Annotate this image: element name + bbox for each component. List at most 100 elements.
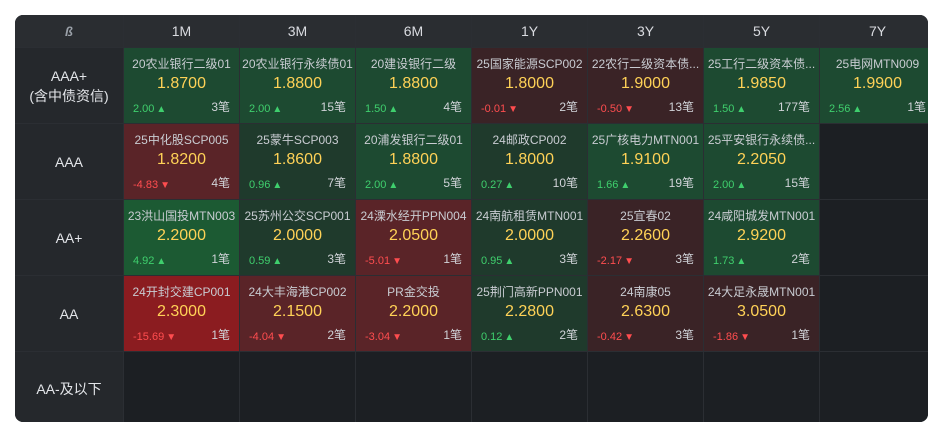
bond-name: 23洪山国投MTN003 [127, 209, 236, 223]
column-header-5Y[interactable]: 5Y [704, 15, 819, 47]
bond-cell[interactable]: 25苏州公交SCP001 2.0000 0.59 ▲ 3笔 [240, 200, 355, 275]
trade-count: 1笔 [211, 252, 230, 266]
trade-count: 1笔 [443, 252, 462, 266]
yield-change-value: -5.01 [365, 255, 391, 267]
bond-name: 20建设银行二级 [370, 57, 457, 71]
bond-name: PR金交投 [387, 285, 440, 299]
bond-cell[interactable]: 25平安银行永续债... 2.2050 2.00 ▲ 15笔 [704, 124, 819, 199]
yield-change: 4.92 ▲ [133, 255, 166, 267]
bond-yield: 1.8600 [273, 151, 322, 168]
yield-change: -2.17 ▼ [597, 255, 634, 267]
bond-cell[interactable]: 25荆门高新PPN001 2.2800 0.12 ▲ 2笔 [472, 276, 587, 351]
yield-change: 0.27 ▲ [481, 179, 514, 191]
yield-change-value: 0.95 [481, 255, 503, 267]
arrow-up-icon: ▲ [504, 256, 515, 267]
row-label-line: AAA+ [50, 67, 88, 84]
bond-name: 24南康05 [620, 285, 671, 299]
yield-change: 0.12 ▲ [481, 331, 514, 343]
bond-cell[interactable]: 25广核电力MTN001 1.9100 1.66 ▲ 19笔 [588, 124, 703, 199]
yield-change-value: -1.86 [713, 331, 739, 343]
bond-name: 20农业银行二级01 [132, 57, 231, 71]
bond-cell[interactable]: 23洪山国投MTN003 2.2000 4.92 ▲ 1笔 [124, 200, 239, 275]
arrow-up-icon: ▲ [388, 104, 399, 115]
bond-yield: 2.0000 [273, 227, 322, 244]
bond-name: 25宜春02 [620, 209, 671, 223]
bond-yield: 1.9850 [737, 75, 786, 92]
yield-change-value: 4.92 [133, 255, 155, 267]
yield-change: -0.01 ▼ [481, 103, 518, 115]
yield-change-value: 1.50 [365, 103, 387, 115]
bond-yield: 2.0500 [389, 227, 438, 244]
bond-cell[interactable]: 20农业银行二级01 1.8700 2.00 ▲ 3笔 [124, 48, 239, 123]
bond-yield: 2.3000 [157, 303, 206, 320]
bond-cell[interactable]: 25宜春02 2.2600 -2.17 ▼ 3笔 [588, 200, 703, 275]
trade-count: 3笔 [327, 252, 346, 266]
bond-name: 20农业银行永续债01 [242, 57, 353, 71]
yield-change-value: 1.73 [713, 255, 735, 267]
column-header-1Y[interactable]: 1Y [472, 15, 587, 47]
row-label-line: AA [59, 305, 79, 322]
yield-change-value: 2.00 [249, 103, 271, 115]
bond-cell[interactable]: 24邮政CP002 1.8000 0.27 ▲ 10笔 [472, 124, 587, 199]
bond-cell[interactable]: 22农行二级资本债... 1.9000 -0.50 ▼ 13笔 [588, 48, 703, 123]
arrow-up-icon: ▲ [156, 104, 167, 115]
column-header-3Y[interactable]: 3Y [588, 15, 703, 47]
yield-change: -0.50 ▼ [597, 103, 634, 115]
yield-change: 2.00 ▲ [133, 103, 166, 115]
row-label-line: AA-及以下 [36, 381, 102, 397]
yield-change: 1.50 ▲ [365, 103, 398, 115]
bond-cell[interactable]: 24溧水经开PPN004 2.0500 -5.01 ▼ 1笔 [356, 200, 471, 275]
bond-yield: 2.9200 [737, 227, 786, 244]
arrow-down-icon: ▼ [276, 332, 286, 343]
yield-change-value: 0.59 [249, 255, 271, 267]
trade-count: 2笔 [559, 328, 578, 342]
bond-cell[interactable]: 24大足永晟MTN001 3.0500 -1.86 ▼ 1笔 [704, 276, 819, 351]
bond-cell[interactable]: 25蒙牛SCP003 1.8600 0.96 ▲ 7笔 [240, 124, 355, 199]
bond-yield: 2.2800 [505, 303, 554, 320]
bond-cell[interactable]: 20建设银行二级 1.8800 1.50 ▲ 4笔 [356, 48, 471, 123]
bond-cell[interactable]: 20浦发银行二级01 1.8800 2.00 ▲ 5笔 [356, 124, 471, 199]
bond-cell[interactable]: PR金交投 2.2000 -3.04 ▼ 1笔 [356, 276, 471, 351]
arrow-up-icon: ▲ [388, 180, 399, 191]
empty-cell [472, 352, 587, 422]
column-header-1M[interactable]: 1M [124, 15, 239, 47]
empty-cell [240, 352, 355, 422]
yield-change-value: -4.83 [133, 179, 159, 191]
yield-change: -15.69 ▼ [133, 331, 176, 343]
column-header-7Y[interactable]: 7Y [820, 15, 928, 47]
arrow-down-icon: ▼ [624, 256, 634, 267]
yield-change-value: -0.50 [597, 103, 623, 115]
bond-yield-matrix: ß 1M 3M 6M 1Y 3Y 5Y 7Y AAA+ (含中债资信) 20农业银行二级01 1.87… [15, 15, 928, 422]
bond-cell[interactable]: 25中化股SCP005 1.8200 -4.83 ▼ 4笔 [124, 124, 239, 199]
arrow-up-icon: ▲ [272, 180, 283, 191]
empty-cell [820, 352, 928, 422]
bond-name: 24溧水经开PPN004 [360, 209, 467, 223]
bond-cell[interactable]: 24开封交建CP001 2.3000 -15.69 ▼ 1笔 [124, 276, 239, 351]
bond-yield: 1.8700 [157, 75, 206, 92]
arrow-up-icon: ▲ [736, 180, 747, 191]
bond-yield: 1.9000 [621, 75, 670, 92]
bond-cell[interactable]: 25电网MTN009 1.9900 2.56 ▲ 1笔 [820, 48, 928, 123]
bond-cell[interactable]: 20农业银行永续债01 1.8800 2.00 ▲ 15笔 [240, 48, 355, 123]
arrow-up-icon: ▲ [736, 104, 747, 115]
bond-cell[interactable]: 24咸阳城发MTN001 2.9200 1.73 ▲ 2笔 [704, 200, 819, 275]
bond-cell[interactable]: 25国家能源SCP002 1.8000 -0.01 ▼ 2笔 [472, 48, 587, 123]
column-header-6M[interactable]: 6M [356, 15, 471, 47]
arrow-up-icon: ▲ [504, 180, 515, 191]
bond-name: 24邮政CP002 [492, 133, 567, 147]
yield-change: 0.95 ▲ [481, 255, 514, 267]
bond-cell[interactable]: 25工行二级资本债... 1.9850 1.50 ▲ 177笔 [704, 48, 819, 123]
yield-change-value: 1.50 [713, 103, 735, 115]
bond-name: 22农行二级资本债... [591, 57, 700, 71]
column-header-3M[interactable]: 3M [240, 15, 355, 47]
bond-yield-matrix-panel: ß 1M 3M 6M 1Y 3Y 5Y 7Y AAA+ (含中债资信) 20农业银行二级01 1.87… [15, 15, 928, 422]
bond-cell[interactable]: 24大丰海港CP002 2.1500 -4.04 ▼ 2笔 [240, 276, 355, 351]
bond-yield: 2.2600 [621, 227, 670, 244]
bond-cell[interactable]: 24南康05 2.6300 -0.42 ▼ 3笔 [588, 276, 703, 351]
yield-change-value: 0.96 [249, 179, 271, 191]
bond-name: 24大足永晟MTN001 [707, 285, 816, 299]
bond-cell[interactable]: 24南航租赁MTN001 2.0000 0.95 ▲ 3笔 [472, 200, 587, 275]
yield-change: -4.83 ▼ [133, 179, 170, 191]
yield-change-value: -4.04 [249, 331, 275, 343]
bond-name: 25荆门高新PPN001 [476, 285, 583, 299]
